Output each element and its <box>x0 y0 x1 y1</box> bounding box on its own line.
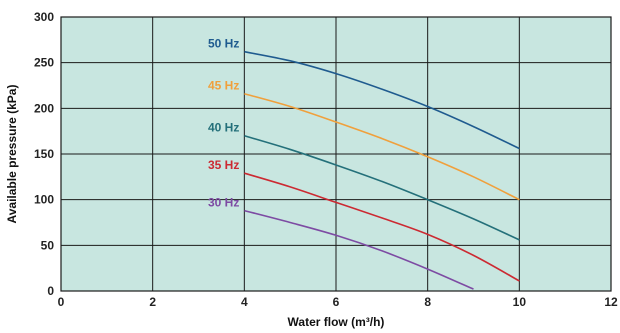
x-tick-label: 12 <box>604 295 618 309</box>
y-tick-label: 150 <box>34 147 54 161</box>
x-tick-label: 4 <box>241 295 248 309</box>
y-tick-labels: 0 50 100 150 200 250 300 <box>34 10 54 298</box>
x-axis-title: Water flow (m³/h) <box>288 315 385 329</box>
x-tick-label: 0 <box>58 295 65 309</box>
y-axis-title: Available pressure (kPa) <box>5 85 19 224</box>
series-label-30-hz: 30 Hz <box>208 196 239 210</box>
series-line-35-hz <box>244 172 520 282</box>
series-line-30-hz <box>244 209 474 290</box>
x-tick-label: 6 <box>333 295 340 309</box>
y-tick-label: 300 <box>34 10 54 24</box>
y-tick-label: 50 <box>41 238 55 252</box>
y-tick-label: 200 <box>34 101 54 115</box>
y-tick-label: 0 <box>47 284 54 298</box>
x-tick-label: 10 <box>513 295 527 309</box>
series-label-35-hz: 35 Hz <box>208 158 239 172</box>
plot-border <box>60 16 612 292</box>
series-line-45-hz <box>244 92 520 201</box>
series-line-50-hz <box>244 50 520 150</box>
series-label-50-hz: 50 Hz <box>208 37 239 51</box>
x-tick-labels: 0 2 4 6 8 10 12 <box>58 295 618 309</box>
series-label-45-hz: 45 Hz <box>208 79 239 93</box>
series-layer: 50 Hz 45 Hz 40 Hz 35 Hz 30 Hz <box>208 37 520 290</box>
x-tick-label: 8 <box>424 295 431 309</box>
x-tick-label: 2 <box>149 295 156 309</box>
y-tick-label: 100 <box>34 193 54 207</box>
series-label-40-hz: 40 Hz <box>208 121 239 135</box>
series-line-40-hz <box>244 134 520 241</box>
y-tick-label: 250 <box>34 56 54 70</box>
